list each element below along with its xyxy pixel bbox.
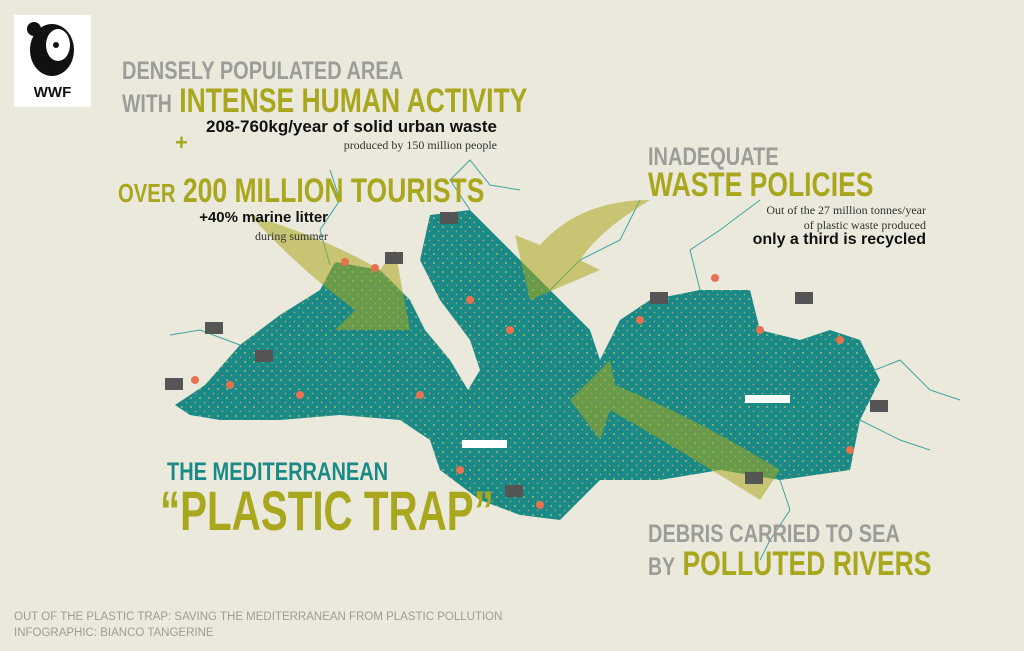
heading-highlight: 200 MILLION TOURISTS (182, 172, 485, 210)
intense-activity-heading: WITH INTENSE HUMAN ACTIVITY (122, 82, 527, 121)
factory-icon (440, 212, 458, 224)
plastic-trap-heading: “PLASTIC TRAP” (160, 479, 494, 542)
heading-prefix: OVER (118, 178, 176, 208)
heading-prefix: WITH (122, 90, 172, 118)
factory-icon (505, 485, 523, 497)
panda-icon (27, 22, 74, 76)
ship-icon (462, 440, 507, 448)
arrow-tourists (250, 215, 410, 330)
policies-text-2: of plastic waste produced (803, 218, 926, 232)
heading-highlight: INTENSE HUMAN ACTIVITY (179, 82, 528, 120)
factory-icon (870, 400, 888, 412)
factory-icon (795, 292, 813, 304)
mediterranean-heading: THE MEDITERRANEAN (167, 458, 389, 486)
ship-icon (745, 395, 790, 403)
arrow-policies (515, 200, 650, 300)
umbrellas (191, 258, 854, 509)
logo-text: WWF (33, 84, 72, 101)
urban-waste-sub: produced by 150 million people (343, 138, 497, 152)
wwf-logo: WWF (14, 15, 91, 107)
debris-heading: DEBRIS CARRIED TO SEA (648, 520, 900, 548)
plus-sign: + (175, 130, 188, 155)
factory-icon (385, 252, 403, 264)
heading-prefix: BY (648, 553, 676, 581)
factory-icon (650, 292, 668, 304)
heading-highlight: POLLUTED RIVERS (682, 545, 932, 583)
factory-icon (255, 350, 273, 362)
arrow-rivers (570, 360, 780, 500)
factory-icon (745, 472, 763, 484)
factories (165, 212, 888, 497)
factory-icon (165, 378, 183, 390)
urban-waste-stat: 208-760kg/year of solid urban waste (205, 117, 497, 136)
densely-populated-heading: DENSELY POPULATED AREA (122, 57, 404, 85)
recycled-stat: only a third is recycled (752, 231, 926, 248)
waste-policies-heading: WASTE POLICIES (648, 166, 874, 204)
footer-credit: INFOGRAPHIC: BIANCO TANGERINE (14, 627, 214, 639)
footer-title: OUT OF THE PLASTIC TRAP: SAVING THE MEDI… (14, 611, 503, 623)
marine-litter-sub: during summer (255, 229, 328, 243)
ships (462, 395, 790, 448)
factory-icon (205, 322, 223, 334)
arrows (250, 200, 780, 500)
marine-litter-stat: +40% marine litter (199, 209, 328, 226)
tourists-heading: OVER 200 MILLION TOURISTS (118, 172, 484, 211)
polluted-rivers-heading: BY POLLUTED RIVERS (648, 545, 931, 584)
inadequate-heading: INADEQUATE (648, 143, 779, 171)
policies-text-1: Out of the 27 million tonnes/year (766, 203, 926, 217)
